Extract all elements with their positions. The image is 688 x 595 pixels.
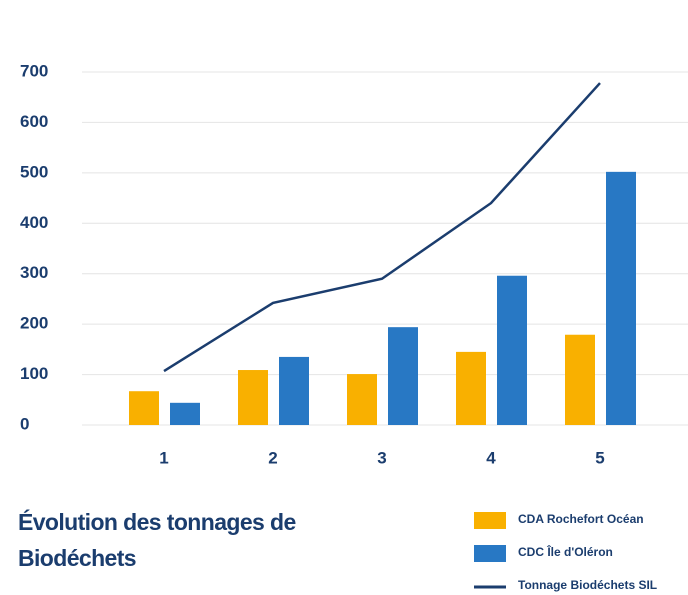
legend-label: Tonnage Biodéchets SIL — [518, 578, 657, 592]
x-tick-label: 5 — [595, 448, 604, 467]
bar — [606, 171, 636, 425]
legend-swatch — [474, 512, 506, 529]
legend-label: CDA Rochefort Océan — [518, 512, 644, 526]
y-tick-label: 600 — [20, 112, 48, 131]
y-tick-label: 0 — [20, 414, 29, 433]
bar — [238, 370, 268, 425]
bar — [129, 391, 159, 425]
legend-label: CDC Île d'Oléron — [518, 544, 613, 559]
bar — [388, 327, 418, 425]
line — [163, 82, 601, 373]
y-tick-label: 700 — [20, 61, 48, 80]
bar — [565, 334, 595, 425]
chart-title: Évolution des tonnages de Biodéchets — [18, 509, 296, 571]
bar — [456, 351, 486, 425]
y-tick-label: 100 — [20, 364, 48, 383]
bar — [279, 356, 309, 425]
x-tick-label: 1 — [159, 448, 168, 467]
y-tick-label: 500 — [20, 162, 48, 181]
legend-swatch — [474, 545, 506, 562]
bar — [497, 275, 527, 425]
bar — [170, 402, 200, 425]
x-tick-label: 2 — [268, 448, 277, 467]
x-tick-label: 4 — [486, 448, 496, 467]
y-tick-label: 300 — [20, 263, 48, 282]
y-tick-label: 400 — [20, 213, 48, 232]
x-tick-label: 3 — [377, 448, 386, 467]
y-tick-label: 200 — [20, 314, 48, 333]
bar — [347, 374, 377, 425]
